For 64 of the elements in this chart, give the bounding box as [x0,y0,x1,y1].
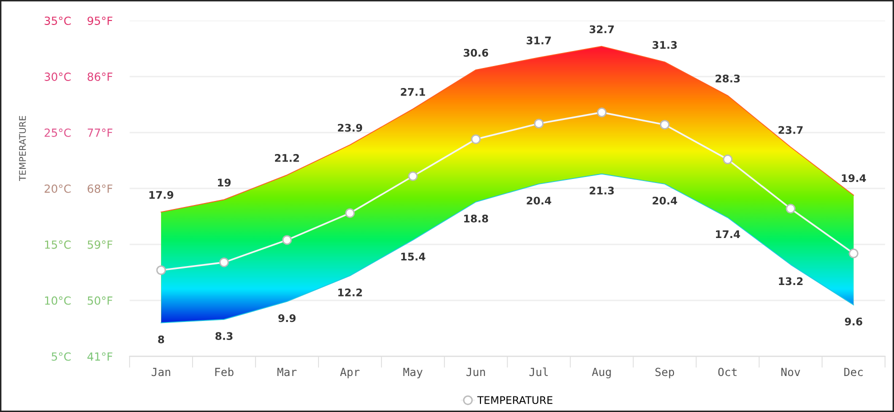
x-tick-label: Oct [718,368,737,376]
data-label: 30.6 [464,48,488,57]
data-label: 21.2 [274,154,299,162]
data-label: 28.3 [716,74,740,82]
x-tick-label: Aug [592,368,611,378]
point [534,118,544,128]
x-tick-label: May [403,368,423,378]
data-label: 9.9 [278,314,296,322]
data-label: 17.9 [149,190,174,199]
x-tick-label: Jul [529,367,548,376]
y-tick-label: 10°C [45,296,71,305]
data-label: 17.4 [716,230,740,238]
data-label: 8.3 [215,332,232,340]
data-label: 15.4 [401,252,426,261]
y2-tick-label: 95°F [88,16,112,25]
point [660,120,670,130]
data-label: 8 [158,335,164,344]
data-label: 19 [218,178,231,187]
data-label: 23.9 [338,124,362,132]
y-tick-label: 5°C [52,352,71,361]
y-tick-label: 30°C [44,72,71,81]
y2-tick-label: 86°F [88,72,112,81]
data-label: 31.7 [526,36,551,44]
data-label: 12.2 [338,288,362,296]
point [786,204,796,214]
x-tick-label: Jan [152,368,170,376]
data-label: 18.8 [464,214,488,222]
x-tick-label: Sep [655,368,674,378]
data-label: 9.6 [844,318,862,326]
y-tick-label: 25°C [44,128,71,137]
x-tick-label: Apr [340,368,360,378]
x-tick-label: Dec [844,368,863,376]
point [282,235,292,245]
y-tick-label: 20°C [44,184,71,193]
point [156,265,166,276]
data-label: 21.3 [590,186,614,195]
y-axis-title: TEMPERATURE [19,116,26,182]
data-label: 27.1 [400,88,426,96]
x-tick-label: Nov [781,368,800,376]
y2-tick-label: 68°F [88,184,112,193]
y-tick-label: 35°C [44,16,71,25]
y2-tick-label: 41°F [87,352,112,361]
x-tick-label: Jun [466,368,485,376]
x-tick-label: Feb [215,368,234,376]
point [345,208,355,218]
x-tick-label: Mar [277,368,297,376]
data-label: 20.4 [652,196,678,205]
point [722,154,733,164]
y-tick-label: 15°C [45,240,71,249]
point [408,171,418,182]
data-label: 13.2 [778,277,803,286]
data-label: 31.3 [652,41,677,49]
legend-label: TEMPERATURE [477,396,552,404]
data-label: 23.7 [778,126,803,134]
data-label: 32.7 [590,25,614,34]
point [219,258,229,268]
data-label: 20.4 [526,196,552,205]
data-label: 19.4 [842,174,866,182]
y2-tick-label: 50°F [88,296,112,305]
y2-tick-label: 59°F [88,240,112,249]
point [596,108,607,118]
point [471,134,481,144]
point [848,248,858,258]
y2-tick-label: 77°F [88,128,112,137]
